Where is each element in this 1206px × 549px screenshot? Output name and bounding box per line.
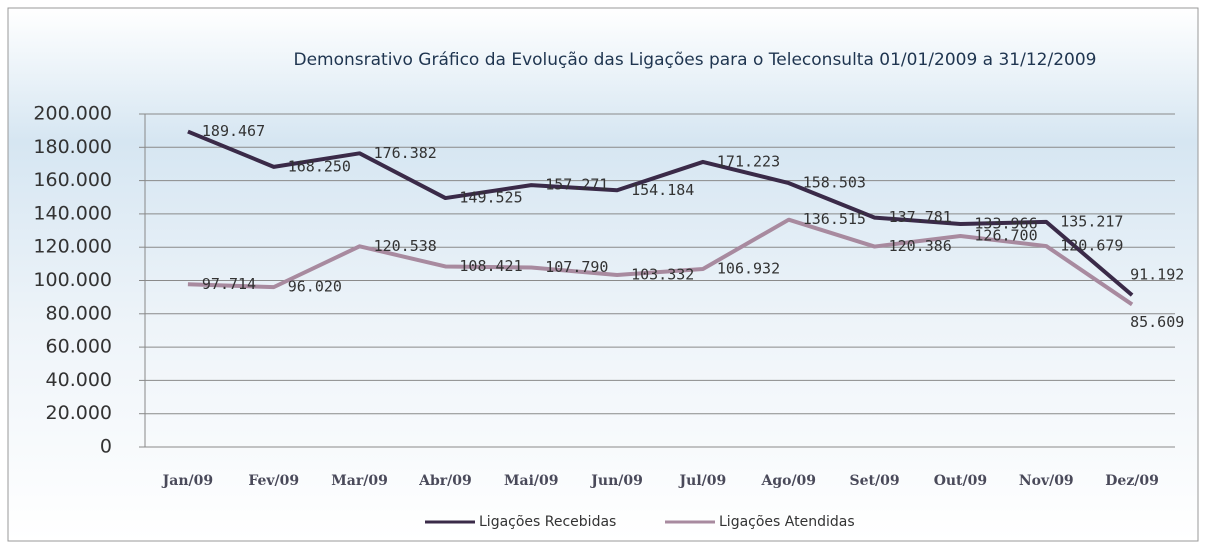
x-tick-label: Set/09 [850,473,900,489]
y-tick-label: 20.000 [46,402,112,424]
data-label: 176.382 [374,144,437,162]
x-tick-label: Nov/09 [1019,473,1074,489]
y-tick-label: 60.000 [46,336,112,358]
y-tick-label: 180.000 [33,136,112,158]
data-label: 120.386 [889,237,952,255]
data-label: 171.223 [717,152,780,170]
data-label: 133.966 [974,214,1037,232]
legend-label: Ligações Atendidas [719,514,855,530]
data-label: 136.515 [803,210,866,228]
y-tick-label: 100.000 [33,269,112,291]
data-label: 120.538 [374,237,437,255]
data-label: 135.217 [1060,212,1123,230]
series-line [187,217,1134,307]
data-label: 158.503 [803,174,866,192]
x-tick-label: Fev/09 [248,473,299,489]
data-label: 85.609 [1130,313,1184,331]
series-line [187,129,1134,297]
data-label: 120.679 [1060,237,1123,255]
x-tick-label: Mai/09 [504,473,558,489]
x-tick-label: Ago/09 [760,473,816,489]
y-tick-label: 0 [100,436,112,458]
data-label: 97.714 [202,275,256,293]
legend-label: Ligações Recebidas [479,514,616,530]
data-label: 96.020 [288,278,342,296]
chart-title: Demonsrativo Gráfico da Evolução das Lig… [294,50,1097,70]
data-label: 157.271 [545,176,608,194]
data-label: 137.781 [889,208,952,226]
y-tick-label: 160.000 [33,169,112,191]
x-tick-label: Jun/09 [589,473,643,489]
data-label: 154.184 [631,181,694,199]
y-tick-label: 80.000 [46,302,112,324]
x-tick-label: Mar/09 [331,473,388,489]
data-label: 108.421 [459,257,522,275]
data-label: 168.250 [288,157,351,175]
x-tick-label: Jan/09 [161,473,213,489]
data-label: 126.700 [974,227,1037,245]
y-tick-label: 40.000 [46,369,112,391]
x-tick-label: Abr/09 [418,473,472,489]
y-tick-label: 200.000 [33,103,112,125]
data-label: 149.525 [459,189,522,207]
data-label: 107.790 [545,258,608,276]
x-tick-label: Dez/09 [1105,473,1159,489]
x-tick-label: Jul/09 [678,473,727,489]
data-label: 106.932 [717,259,780,277]
data-label: 91.192 [1130,266,1184,284]
x-tick-label: Out/09 [934,473,987,489]
data-label: 189.467 [202,122,265,140]
y-tick-label: 120.000 [33,236,112,258]
y-tick-label: 140.000 [33,202,112,224]
data-label: 103.332 [631,265,694,283]
